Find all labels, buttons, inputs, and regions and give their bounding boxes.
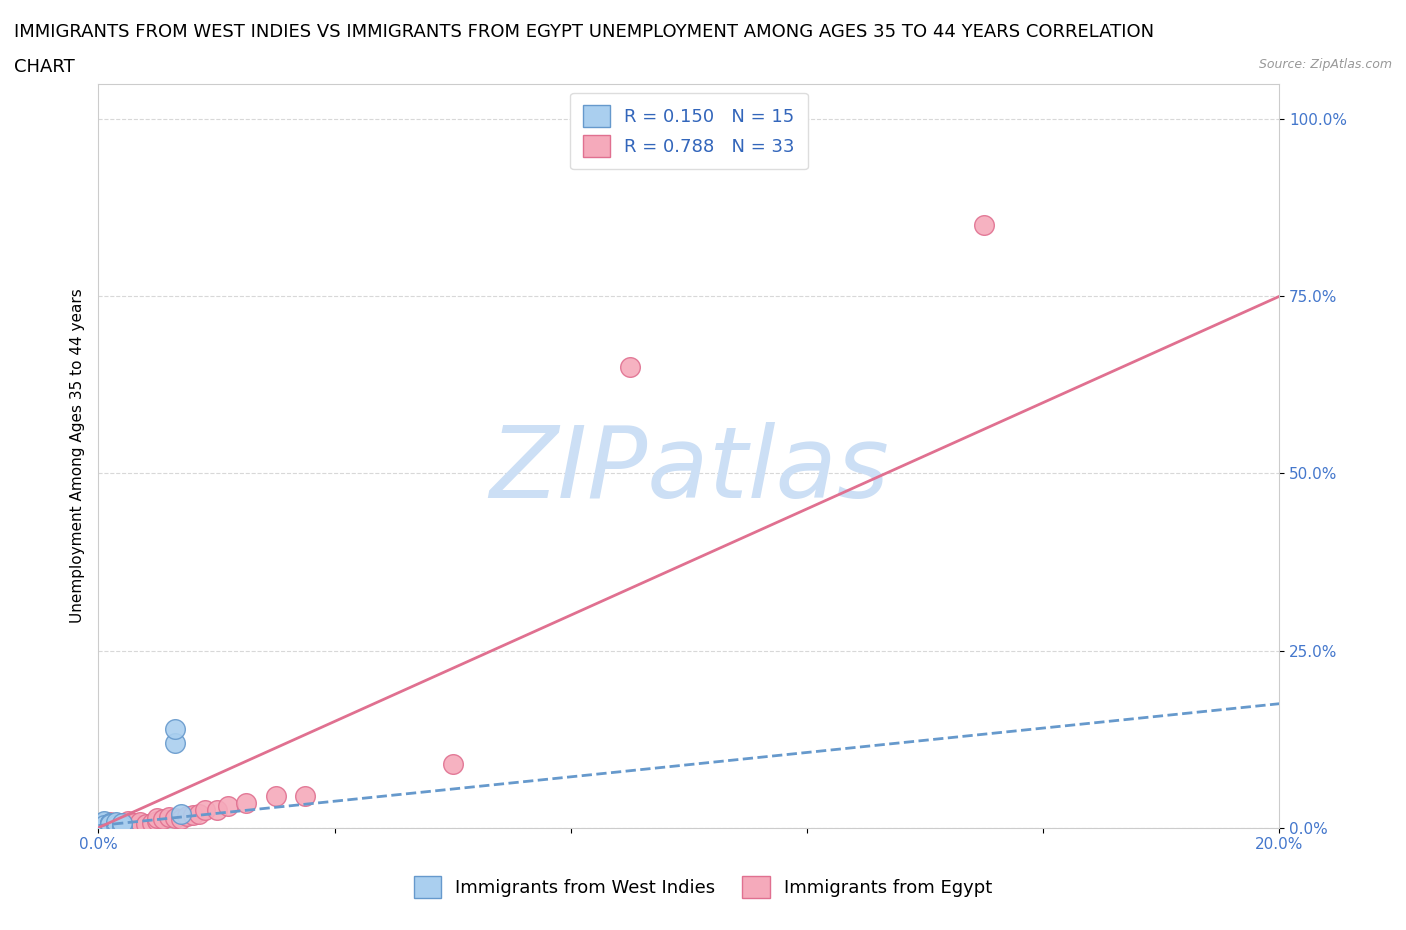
Text: IMMIGRANTS FROM WEST INDIES VS IMMIGRANTS FROM EGYPT UNEMPLOYMENT AMONG AGES 35 : IMMIGRANTS FROM WEST INDIES VS IMMIGRANT…	[14, 23, 1154, 41]
Point	[93, 816, 115, 830]
Point	[619, 360, 641, 375]
Point	[235, 795, 257, 810]
Point	[181, 807, 204, 822]
Point	[98, 817, 121, 831]
Point	[141, 816, 163, 830]
Point	[105, 817, 128, 832]
Point	[135, 817, 157, 831]
Point	[93, 813, 115, 828]
Point	[152, 812, 174, 827]
Point	[973, 218, 995, 232]
Point	[294, 789, 316, 804]
Point	[98, 815, 121, 830]
Point	[98, 818, 121, 833]
Point	[187, 806, 209, 821]
Point	[93, 815, 115, 830]
Point	[105, 816, 128, 830]
Legend: Immigrants from West Indies, Immigrants from Egypt: Immigrants from West Indies, Immigrants …	[405, 867, 1001, 907]
Text: Source: ZipAtlas.com: Source: ZipAtlas.com	[1258, 58, 1392, 71]
Point	[441, 756, 464, 771]
Point	[264, 789, 287, 804]
Point	[111, 816, 134, 830]
Legend: R = 0.150   N = 15, R = 0.788   N = 33: R = 0.150 N = 15, R = 0.788 N = 33	[571, 93, 807, 169]
Point	[111, 818, 134, 833]
Point	[111, 818, 134, 833]
Point	[117, 817, 139, 831]
Point	[165, 721, 187, 736]
Point	[93, 817, 115, 831]
Point	[98, 816, 121, 830]
Point	[157, 810, 180, 825]
Text: CHART: CHART	[14, 58, 75, 75]
Point	[117, 813, 139, 828]
Point	[170, 806, 193, 821]
Point	[122, 816, 145, 830]
Point	[205, 803, 228, 817]
Point	[170, 812, 193, 827]
Point	[98, 816, 121, 830]
Text: ZIPatlas: ZIPatlas	[489, 422, 889, 519]
Point	[217, 799, 239, 814]
Point	[128, 815, 150, 830]
Point	[93, 817, 115, 832]
Point	[98, 817, 121, 831]
Point	[194, 803, 217, 817]
Y-axis label: Unemployment Among Ages 35 to 44 years: Unemployment Among Ages 35 to 44 years	[69, 288, 84, 623]
Point	[98, 818, 121, 833]
Point	[165, 810, 187, 825]
Point	[146, 813, 169, 828]
Point	[146, 811, 169, 826]
Point	[105, 817, 128, 832]
Point	[176, 809, 198, 824]
Point	[93, 817, 115, 832]
Point	[111, 816, 134, 830]
Point	[165, 736, 187, 751]
Point	[105, 815, 128, 830]
